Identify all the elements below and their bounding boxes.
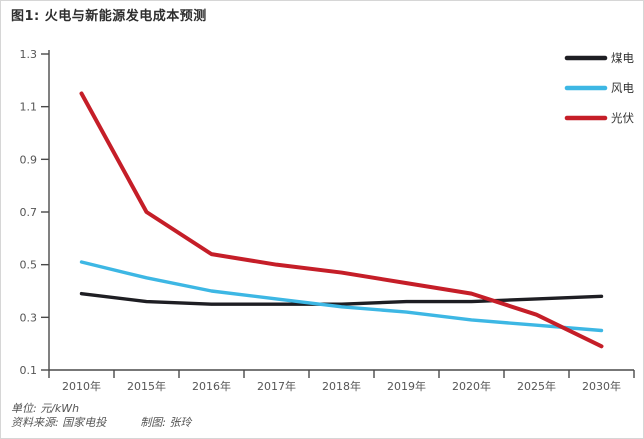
x-axis-tick-label: 2020年 bbox=[452, 379, 491, 393]
y-axis-tick-label: 1.1 bbox=[20, 101, 38, 114]
legend-item: 风电 bbox=[564, 81, 634, 95]
figure-footer: 单位: 元/kWh 资料来源: 国家电投 制图: 张玲 bbox=[11, 402, 191, 430]
x-axis-tick-label: 2019年 bbox=[387, 379, 426, 393]
x-axis-tick-label: 2025年 bbox=[517, 379, 556, 393]
legend-item: 光伏 bbox=[564, 111, 634, 125]
series-line-0 bbox=[79, 291, 604, 306]
x-axis-tick-label: 2017年 bbox=[257, 379, 296, 393]
x-axis-tick-label: 2018年 bbox=[322, 379, 361, 393]
unit-label: 单位: 元/kWh bbox=[11, 402, 80, 415]
source-label: 资料来源: 国家电投 bbox=[11, 416, 107, 429]
legend-item: 煤电 bbox=[564, 51, 634, 65]
credit-label: 制图: 张玲 bbox=[140, 416, 192, 429]
legend-label: 煤电 bbox=[611, 51, 634, 65]
y-axis-tick-label: 0.5 bbox=[20, 259, 38, 272]
source-line: 资料来源: 国家电投 制图: 张玲 bbox=[11, 416, 191, 430]
y-axis-tick-label: 1.3 bbox=[20, 48, 38, 61]
legend-label: 风电 bbox=[611, 81, 634, 95]
y-axis-tick-label: 0.7 bbox=[20, 206, 38, 219]
figure-title: 图1: 火电与新能源发电成本预测 bbox=[11, 9, 207, 24]
x-axis-tick-label: 2010年 bbox=[62, 379, 101, 393]
x-axis-tick-label: 2016年 bbox=[192, 379, 231, 393]
series-line-2 bbox=[79, 91, 604, 349]
x-axis-tick-label: 2030年 bbox=[582, 379, 621, 393]
series-line-1 bbox=[79, 260, 604, 333]
y-axis-tick-label: 0.3 bbox=[20, 311, 38, 324]
y-axis-tick-label: 0.9 bbox=[20, 153, 38, 166]
x-axis-tick-label: 2015年 bbox=[127, 379, 166, 393]
y-axis-tick-label: 0.1 bbox=[20, 364, 38, 377]
legend-label: 光伏 bbox=[611, 111, 634, 125]
